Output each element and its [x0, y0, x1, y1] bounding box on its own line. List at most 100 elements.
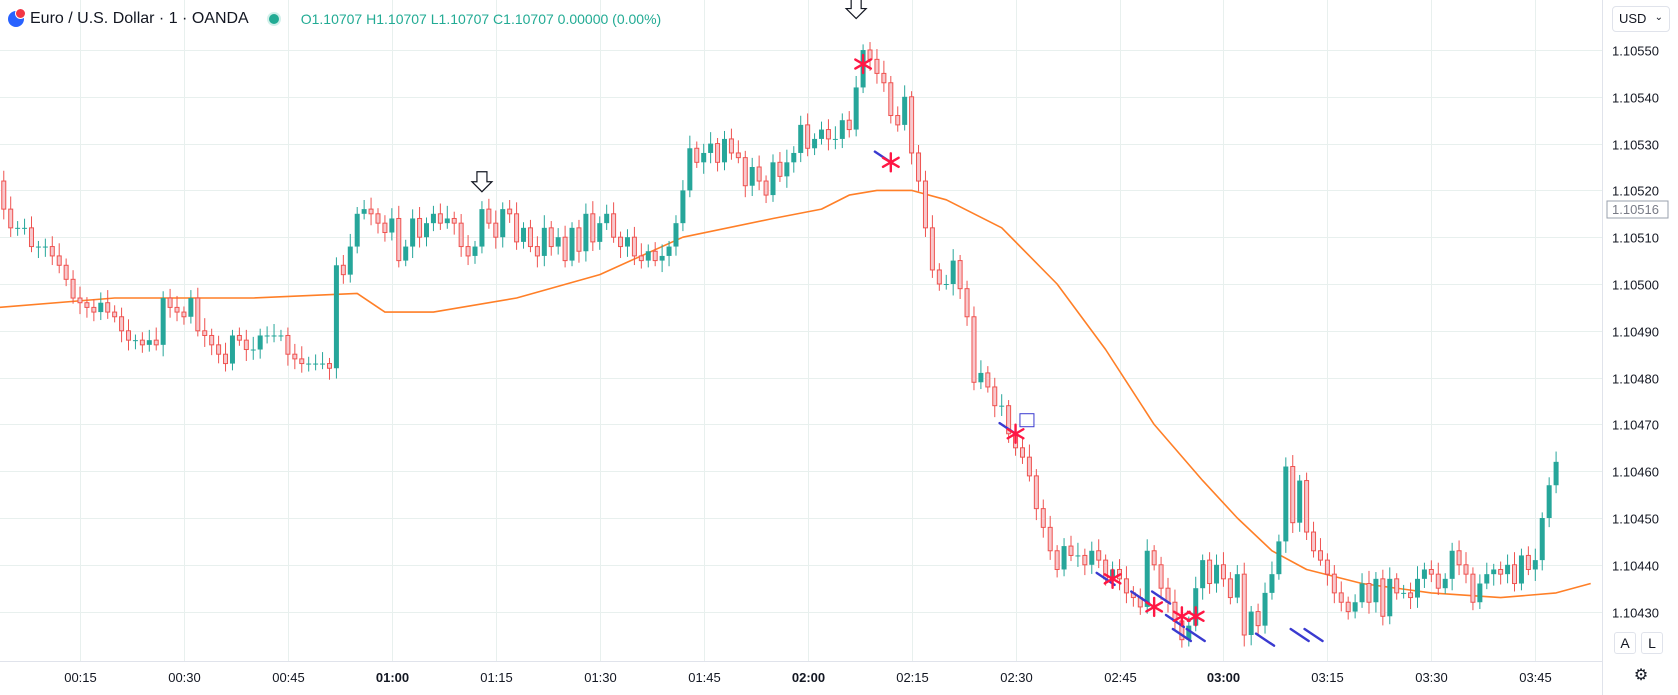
candle-body [278, 335, 284, 337]
time-axis[interactable]: 00:15 00:30 00:45 01:00 01:15 01:30 01:45 02:00… [64, 670, 1552, 685]
candle-body [1214, 564, 1220, 584]
blue-marker-stroke [1254, 632, 1276, 647]
price-axis[interactable]: 1.10550 1.10540 1.10530 1.10520 1.10510 1.105… [1612, 44, 1659, 621]
candle-body [1234, 574, 1240, 598]
candle-body [541, 227, 547, 256]
candle-body [812, 138, 818, 149]
candle-body [410, 218, 416, 247]
candle-body [1033, 475, 1039, 510]
candle-body [618, 236, 624, 248]
blue-marker-stroke [1185, 627, 1206, 643]
candle-body [624, 237, 630, 247]
auto-scale-button[interactable]: A [1614, 632, 1636, 654]
candle-body [1047, 526, 1053, 552]
current-price-label: 1.10516 [1606, 200, 1669, 219]
candle-body [611, 213, 617, 238]
candle-body [49, 246, 55, 257]
candle-body [313, 363, 319, 365]
candle-body [1435, 573, 1441, 589]
ohlc-values: O1.10707 H1.10707 L1.10707 C1.10707 0.00… [301, 11, 661, 27]
candle-body [1241, 573, 1247, 636]
candle-body [715, 143, 721, 163]
time-tick-label: 02:45 [1104, 670, 1137, 685]
candle-body [1352, 602, 1358, 612]
candle-body [458, 222, 464, 248]
price-tick-label: 1.10500 [1612, 278, 1659, 293]
candle-body [320, 363, 326, 365]
change-value: 0.00000 (0.00%) [557, 11, 662, 27]
candle-body [645, 251, 651, 261]
candle-body [1311, 531, 1317, 552]
price-tick-label: 1.10440 [1612, 559, 1659, 574]
candle-body [1553, 461, 1559, 486]
candle-body [444, 218, 450, 224]
candle-body [569, 227, 575, 261]
candle-body [742, 157, 748, 187]
price-tick-label: 1.10520 [1612, 184, 1659, 199]
candle-body [1068, 545, 1074, 556]
candle-body [285, 334, 291, 355]
candle-body [132, 340, 138, 342]
candle-body [929, 227, 935, 271]
candle-body [389, 218, 395, 233]
candle-body [22, 227, 28, 229]
high-label: H [366, 11, 377, 27]
candle-body [1123, 578, 1129, 594]
candle-body [1, 180, 7, 210]
candle-body [631, 236, 637, 257]
candle-body [98, 302, 104, 313]
candle-body [479, 209, 485, 247]
price-tick-label: 1.10510 [1612, 231, 1659, 246]
candle-body [1498, 568, 1504, 575]
down-arrow-marker [470, 171, 494, 193]
open-value: 1.10707 [311, 11, 363, 27]
candle-body [119, 316, 125, 332]
log-scale-button[interactable]: L [1641, 632, 1663, 654]
candle-body [153, 339, 159, 346]
candle-body [465, 246, 471, 257]
close-value: 1.10707 [503, 11, 554, 27]
settings-gear-icon[interactable]: ⚙ [1633, 667, 1649, 684]
candle-body [223, 353, 229, 365]
candle-body [943, 284, 949, 285]
candle-body [791, 152, 797, 163]
candle-body [84, 302, 90, 308]
candle-body [216, 344, 222, 355]
candle-body [299, 358, 305, 365]
candle-body [1304, 480, 1310, 533]
candle-body [202, 330, 208, 336]
symbol-title[interactable]: Euro / U.S. Dollar · 1 · OANDA [30, 10, 249, 27]
candle-body [1366, 583, 1372, 603]
low-label: L [430, 11, 439, 27]
candle-body [708, 143, 714, 153]
candle-body [146, 340, 152, 345]
candle-body [472, 246, 478, 256]
currency-selector[interactable]: USD ⌄ [1612, 6, 1670, 32]
candle-body [1290, 466, 1296, 524]
candle-body [514, 213, 520, 243]
candle-body [784, 162, 790, 177]
candle-body [1207, 559, 1213, 585]
candle-body [1539, 518, 1545, 561]
candle-body [126, 330, 132, 341]
candle-body [361, 209, 367, 214]
candle-body [493, 222, 499, 238]
time-tick-label: 03:15 [1311, 670, 1344, 685]
candle-body [1158, 564, 1164, 589]
candle-body [770, 162, 776, 196]
candle-body [1512, 564, 1518, 585]
time-tick-label: 03:00 [1207, 670, 1240, 685]
candle-body [687, 148, 693, 191]
candle-body [728, 138, 734, 154]
candle-body [1255, 611, 1261, 627]
candle-body [534, 246, 540, 257]
candle-body [1186, 625, 1192, 640]
candle-body [195, 297, 201, 332]
time-tick-label: 00:45 [272, 670, 305, 685]
blue-marker-stroke [1289, 627, 1310, 643]
candle-body [680, 190, 686, 224]
asterisk-marker [854, 58, 873, 70]
candle-body [15, 227, 21, 229]
candle-body [1324, 559, 1330, 575]
